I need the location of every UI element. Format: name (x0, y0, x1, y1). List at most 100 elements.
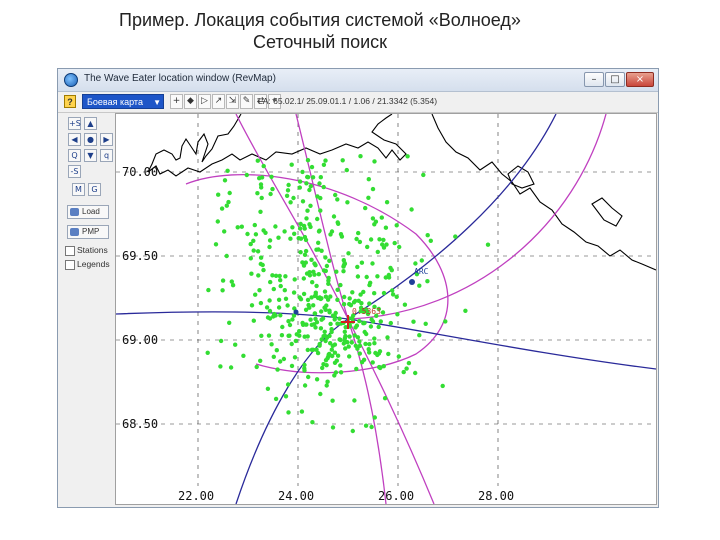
solution-point (389, 268, 394, 273)
slide-title: Пример. Локация события системой «Волное… (119, 10, 521, 30)
solution-point (413, 261, 418, 266)
solution-point (205, 350, 210, 355)
solution-point (303, 248, 309, 254)
tool-edit-button[interactable]: ✎ (240, 94, 253, 109)
hyperbola-blue-1 (116, 311, 656, 370)
solution-point (357, 351, 362, 356)
tool-swap-button[interactable]: ⇄ (254, 94, 267, 109)
solution-point (318, 208, 323, 213)
solution-point (372, 341, 377, 346)
tool-locate-button[interactable]: ⌖ (268, 94, 281, 109)
pan-up-button[interactable]: ▲ (84, 117, 97, 130)
solution-point (282, 288, 287, 293)
solution-point (330, 398, 335, 403)
load-button[interactable]: Load (67, 205, 109, 219)
solution-point (263, 230, 268, 235)
solution-point (283, 296, 289, 301)
solution-point (341, 302, 347, 307)
solution-point (245, 231, 250, 237)
solution-point (267, 308, 273, 314)
maximize-button[interactable]: □ (605, 72, 625, 87)
tool-add-button[interactable]: + (170, 94, 183, 109)
solution-point (373, 350, 378, 356)
solution-point (383, 275, 388, 280)
g-button[interactable]: G (88, 183, 101, 196)
solution-point (309, 347, 315, 352)
print-button[interactable]: PMP (67, 225, 109, 239)
solution-point (302, 383, 308, 388)
zoom-out-button[interactable]: -S (68, 165, 81, 178)
tool-event-button[interactable]: ◆ (184, 94, 197, 109)
solution-point (302, 252, 308, 257)
solution-point (392, 240, 397, 246)
zoom-q-button[interactable]: Q (68, 149, 81, 162)
station-dot (409, 279, 415, 285)
solution-point (304, 181, 309, 186)
solution-point (368, 237, 374, 242)
toolbar: ? Боевая карта ▼ + ◆ ▷ ↗ ⇲ ✎ ⇄ ⌖ LA: 65.… (58, 92, 658, 113)
solution-point (267, 238, 273, 243)
solution-point (333, 192, 338, 198)
solution-point (274, 348, 279, 353)
minimize-button[interactable]: – (584, 72, 604, 87)
solution-point (283, 394, 289, 399)
zoom-q-small-button[interactable]: q (100, 149, 113, 162)
solution-point (220, 288, 225, 293)
solution-point (386, 272, 391, 278)
solution-point (270, 186, 275, 192)
solution-point (257, 288, 262, 293)
solution-point (390, 288, 395, 293)
solution-point (363, 423, 369, 428)
zoom-in-button[interactable]: +S (68, 117, 81, 130)
solution-point (383, 225, 389, 230)
solution-point (318, 175, 323, 180)
solution-point (357, 339, 362, 344)
m-button[interactable]: M (72, 183, 85, 196)
pan-left-button[interactable]: ◀ (68, 133, 81, 146)
solution-point (341, 269, 346, 274)
pan-down-button[interactable]: ▼ (84, 149, 97, 162)
solution-point (440, 383, 445, 389)
solution-point (285, 382, 291, 387)
solution-point (323, 268, 328, 274)
solution-point (324, 263, 330, 269)
solution-point (381, 290, 387, 296)
map-canvas[interactable]: ARC 0.5363 70.00 69.50 69.00 68.50 22.00 24.0… (115, 113, 657, 505)
solution-point (373, 219, 379, 224)
map-select[interactable]: Боевая карта ▼ (82, 94, 164, 109)
solution-point (367, 342, 372, 347)
solution-point (327, 308, 332, 313)
legends-checkbox[interactable]: Legends (65, 259, 110, 270)
axis-labels: 70.00 69.50 69.00 68.50 22.00 24.00 26.00 28.00 (122, 165, 514, 503)
solution-point (302, 368, 307, 373)
solution-point (306, 302, 311, 308)
solution-point (318, 391, 323, 397)
solution-point (218, 338, 224, 344)
tool-zoom-button[interactable]: ⇲ (226, 94, 239, 109)
solution-point (315, 216, 320, 222)
tool-play-button[interactable]: ▷ (198, 94, 211, 109)
help-button[interactable]: ? (64, 95, 76, 108)
solution-point (289, 363, 295, 369)
solution-point (226, 199, 231, 205)
solution-point (355, 335, 361, 340)
solution-point (286, 410, 291, 415)
solution-point (251, 248, 256, 253)
solution-point (291, 290, 297, 295)
lat-label: 68.50 (122, 417, 158, 431)
close-button[interactable]: × (626, 72, 654, 87)
solution-point (453, 234, 458, 239)
center-button[interactable]: ● (84, 133, 97, 146)
solution-point (366, 177, 371, 182)
solution-point (358, 305, 364, 310)
solution-point (292, 277, 297, 282)
solution-point (301, 276, 306, 281)
solution-point (304, 216, 309, 221)
solution-point (249, 271, 254, 276)
solution-point (255, 249, 261, 254)
stations-checkbox[interactable]: Stations (65, 245, 108, 256)
tool-arrow-button[interactable]: ↗ (212, 94, 225, 109)
solution-point (215, 219, 220, 224)
solution-point (355, 264, 360, 270)
pan-right-button[interactable]: ▶ (100, 133, 113, 146)
